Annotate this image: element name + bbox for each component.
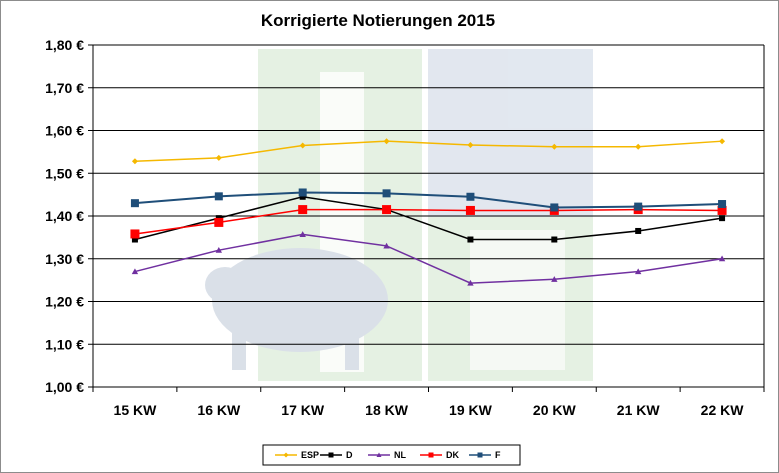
y-axis-ticks: 1,00 € 1,10 € 1,20 € 1,30 € 1,40 € 1,50 € 1,60… — [45, 37, 93, 395]
data-point — [717, 205, 727, 215]
legend-item-esp: ESP — [275, 450, 319, 460]
data-point — [376, 452, 382, 457]
series-group — [130, 138, 727, 286]
data-point — [215, 247, 223, 253]
data-point — [383, 138, 390, 145]
x-axis-ticks: 15 KW 16 KW 17 KW 18 KW 19 KW 20 KW 21 KW 22 KW — [92, 387, 765, 418]
data-point — [382, 189, 391, 198]
series-f — [130, 188, 727, 212]
x-tick-label: 16 KW — [197, 402, 241, 418]
data-point — [382, 205, 392, 215]
y-tick-label: 1,00 € — [45, 379, 84, 395]
data-point — [298, 205, 308, 215]
data-point — [383, 242, 390, 249]
data-point — [299, 193, 306, 200]
data-point — [635, 227, 642, 234]
legend-item-d: D — [320, 450, 353, 460]
y-tick-label: 1,50 € — [45, 165, 84, 181]
data-point — [551, 143, 558, 150]
data-point — [551, 236, 558, 243]
legend-label: F — [495, 450, 501, 460]
y-tick-label: 1,70 € — [45, 80, 84, 96]
data-point — [130, 229, 140, 239]
data-point — [131, 268, 139, 275]
x-tick-label: 18 KW — [365, 402, 409, 418]
data-point — [298, 188, 307, 197]
x-tick-label: 21 KW — [617, 402, 661, 418]
series-line — [134, 195, 723, 241]
y-tick-label: 1,40 € — [45, 208, 84, 224]
data-point — [131, 236, 138, 243]
data-point — [634, 268, 642, 275]
series-nl — [131, 231, 726, 286]
data-point — [283, 452, 289, 458]
data-point — [215, 154, 222, 161]
x-tick-label: 15 KW — [114, 402, 158, 418]
watermark-logo — [205, 49, 593, 381]
data-point — [467, 279, 474, 286]
legend-label: NL — [394, 450, 406, 460]
series-esp — [131, 138, 726, 165]
series-line — [134, 233, 723, 284]
y-tick-label: 1,80 € — [45, 37, 84, 53]
data-point — [131, 158, 138, 165]
data-point — [299, 142, 306, 149]
data-point — [477, 452, 483, 458]
x-tick-label: 20 KW — [533, 402, 577, 418]
data-point — [466, 192, 475, 201]
data-point — [719, 138, 726, 145]
y-tick-label: 1,20 € — [45, 294, 84, 310]
y-tick-label: 1,10 € — [45, 336, 84, 352]
data-point — [635, 143, 642, 150]
data-point — [634, 202, 643, 211]
data-point — [465, 205, 475, 215]
data-point — [428, 452, 434, 458]
legend-item-f: F — [469, 450, 501, 460]
legend-item-dk: DK — [420, 450, 459, 460]
data-point — [467, 236, 474, 243]
data-point — [718, 200, 727, 209]
y-tick-label: 1,30 € — [45, 251, 84, 267]
legend-label: D — [346, 450, 353, 460]
data-point — [467, 142, 474, 149]
data-point — [130, 199, 139, 208]
data-point — [719, 215, 726, 222]
data-point — [214, 217, 224, 227]
pig-silhouette — [212, 248, 388, 352]
series-line — [134, 191, 723, 209]
data-point — [550, 203, 559, 212]
x-tick-label: 19 KW — [449, 402, 493, 418]
x-tick-label: 22 KW — [701, 402, 745, 418]
legend: ESP D NL DK F — [262, 444, 521, 466]
x-tick-label: 17 KW — [281, 402, 325, 418]
legend-item-nl: NL — [368, 450, 406, 460]
chart-title: Korrigierte Notierungen 2015 — [261, 11, 495, 30]
series-line — [134, 140, 723, 163]
data-point — [718, 255, 726, 262]
legend-label: ESP — [301, 450, 319, 460]
data-point — [551, 276, 558, 282]
data-point — [328, 452, 334, 458]
data-point — [299, 231, 306, 237]
legend-label: DK — [446, 450, 459, 460]
data-point — [214, 192, 223, 201]
series-line — [134, 208, 723, 235]
legend-box — [262, 444, 521, 466]
y-tick-label: 1,60 € — [45, 123, 84, 139]
